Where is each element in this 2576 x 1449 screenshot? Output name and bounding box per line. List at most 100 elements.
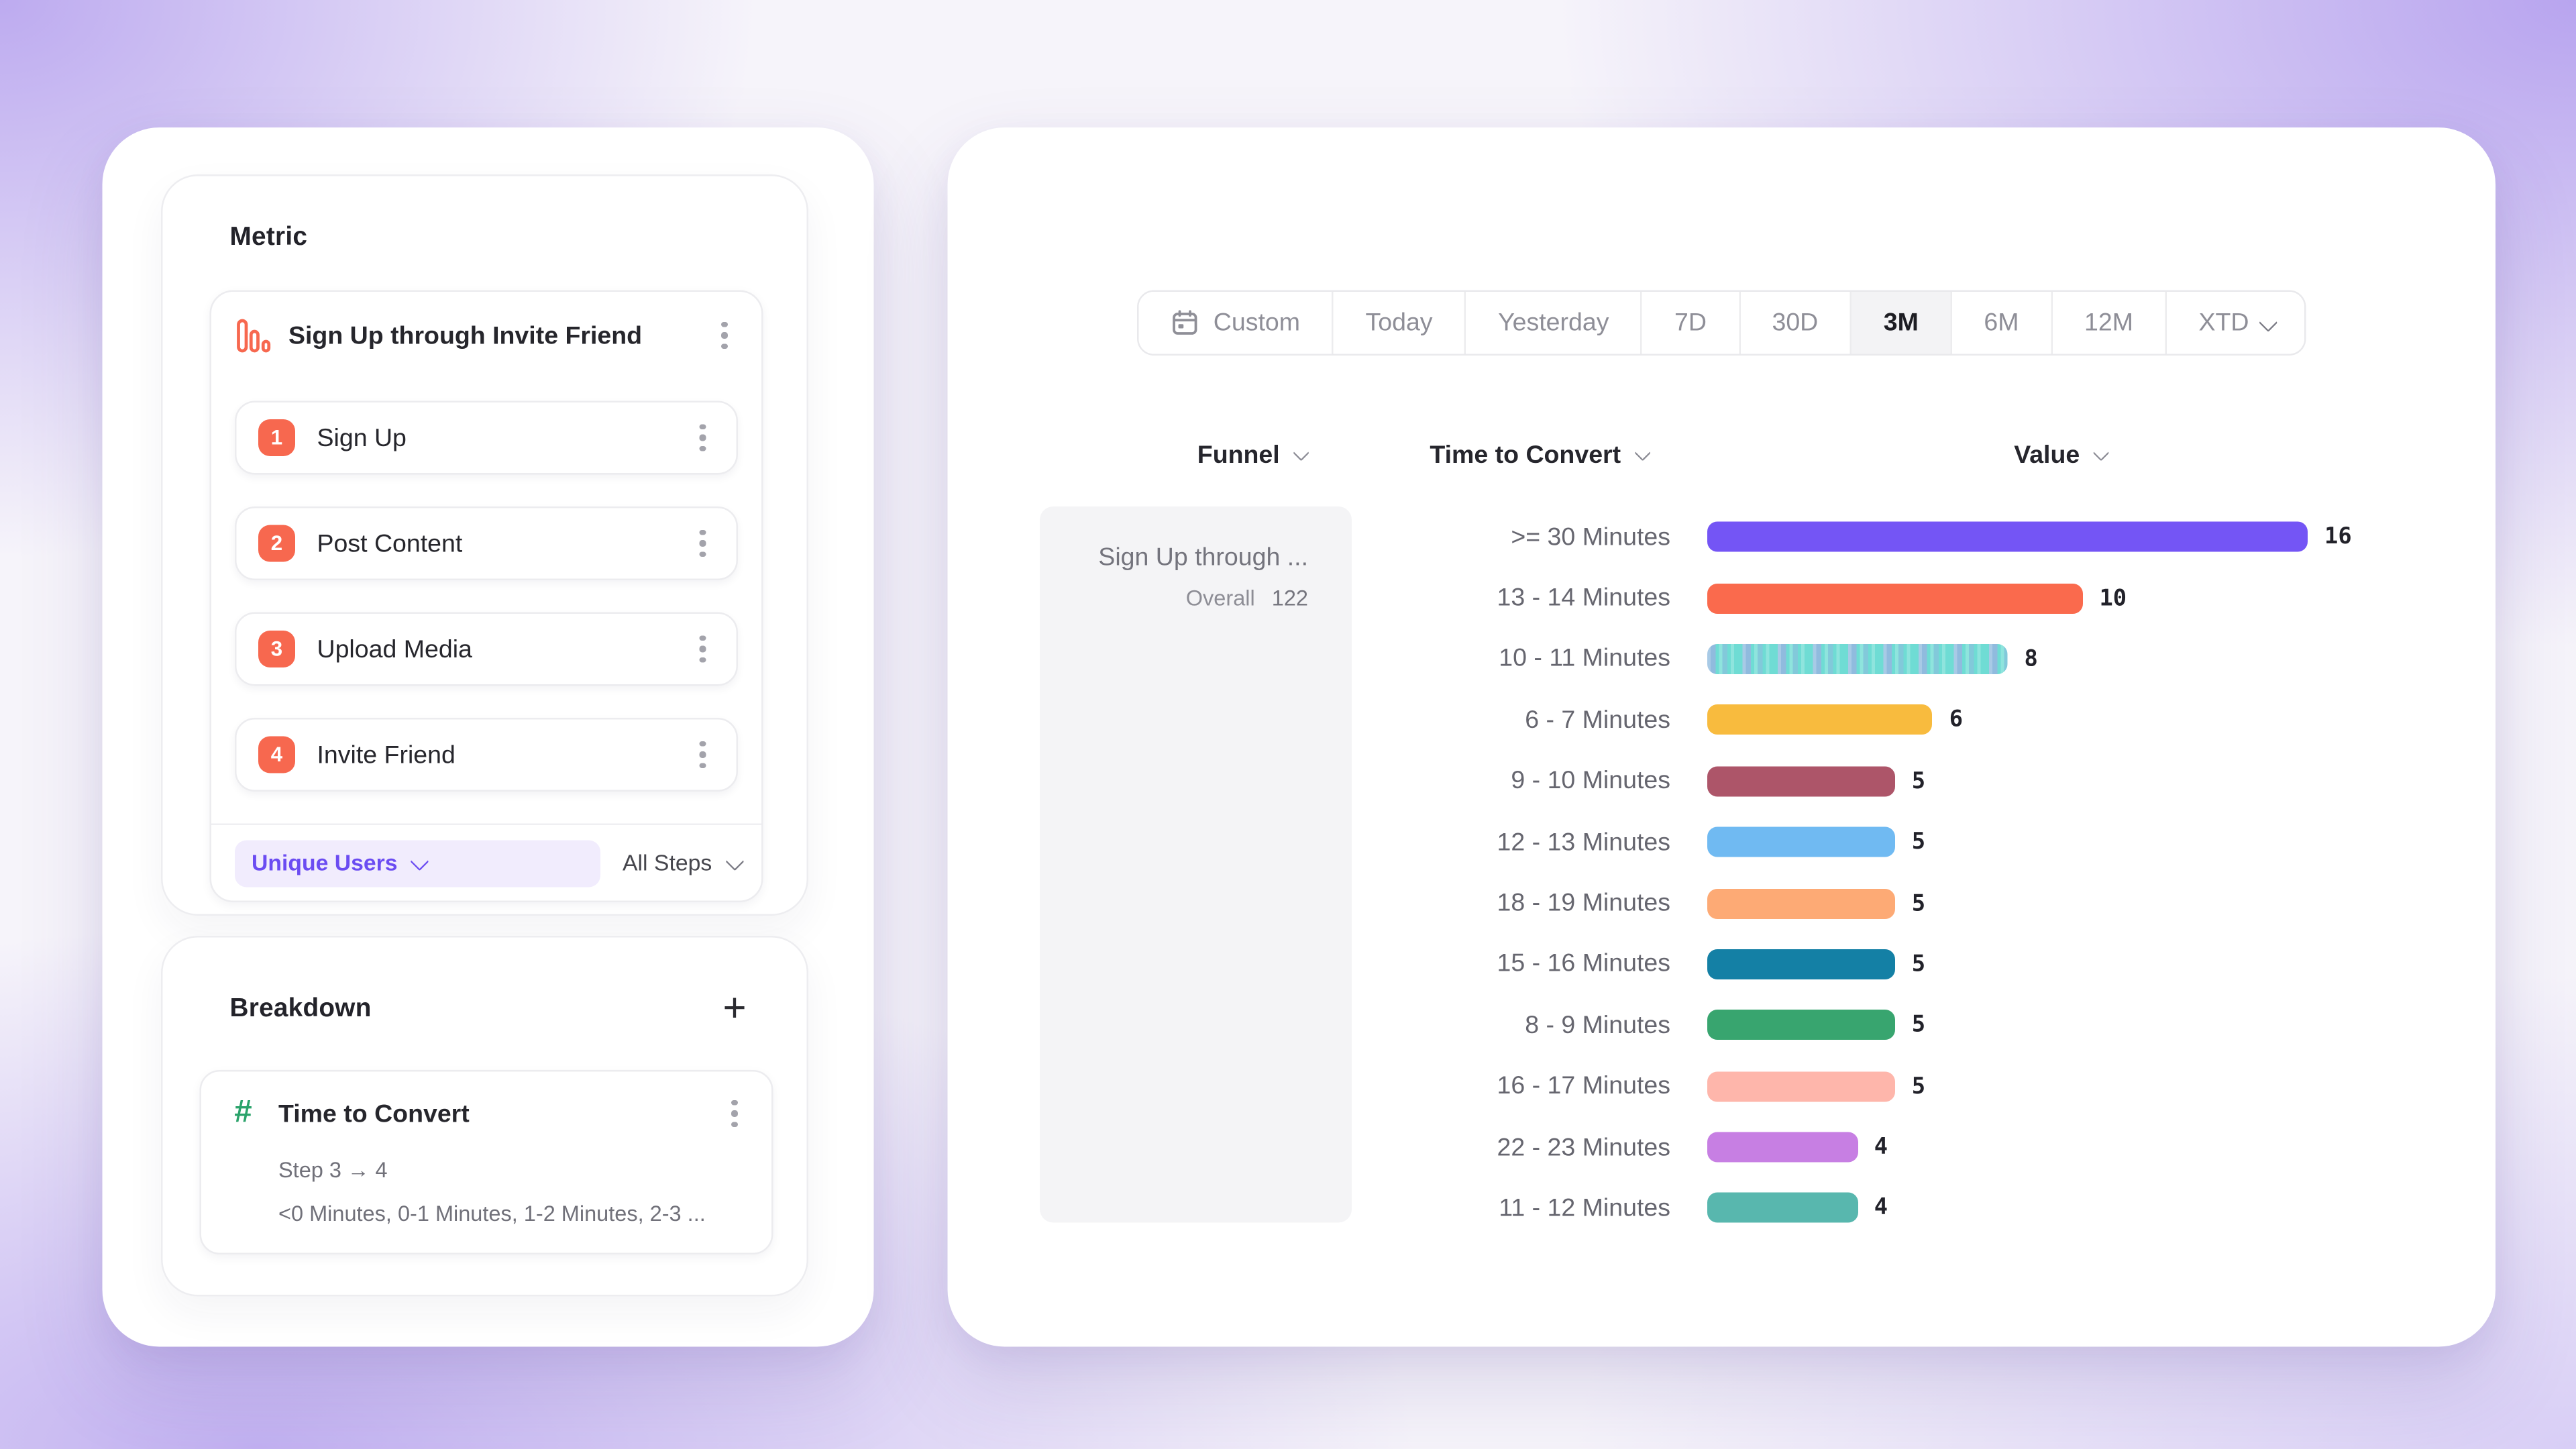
funnel-name: Sign Up through Invite Friend bbox=[288, 321, 643, 350]
value-bar[interactable] bbox=[1707, 949, 1895, 979]
funnel-cell: Sign Up through ... Overall 122 bbox=[1040, 506, 1352, 1223]
measurement-dropdown[interactable]: Unique Users bbox=[235, 839, 600, 887]
column-header-label: Value bbox=[2014, 441, 2080, 470]
kebab-menu-icon[interactable] bbox=[708, 314, 741, 358]
date-range-12m[interactable]: 12M bbox=[2052, 292, 2167, 354]
bar-value-label: 5 bbox=[1911, 767, 1926, 795]
step-row[interactable]: 4 Invite Friend bbox=[235, 718, 738, 792]
kebab-menu-icon[interactable] bbox=[686, 627, 720, 671]
kebab-menu-icon[interactable] bbox=[718, 1092, 751, 1136]
bar-value-label: 5 bbox=[1911, 1073, 1926, 1100]
measurement-label: Unique Users bbox=[252, 850, 398, 876]
date-range-label: 7D bbox=[1674, 309, 1707, 337]
step-row[interactable]: 2 Post Content bbox=[235, 506, 738, 580]
value-bar[interactable] bbox=[1707, 765, 1895, 796]
bar-chart: >= 30 Minutes 16 13 - 14 Minutes 10 10 - 11 … bbox=[1392, 506, 2474, 1239]
bar-category-label: 18 - 19 Minutes bbox=[1497, 889, 1670, 918]
value-bar[interactable] bbox=[1707, 1193, 1858, 1224]
metric-heading: Metric bbox=[229, 223, 308, 252]
table-header-row: Funnel Time to Convert Value bbox=[948, 441, 2496, 478]
value-bar[interactable] bbox=[1707, 643, 2008, 674]
funnel-chart-icon bbox=[237, 318, 272, 354]
date-range-3m[interactable]: 3M bbox=[1851, 292, 1952, 354]
date-range-label: Today bbox=[1365, 309, 1433, 337]
breakdown-step-range: Step 3 → 4 bbox=[278, 1157, 388, 1183]
bar-value-label: 4 bbox=[1874, 1134, 1888, 1161]
date-range-30d[interactable]: 30D bbox=[1739, 292, 1852, 354]
bar-value-label: 5 bbox=[1911, 828, 1926, 856]
bar-value-label: 10 bbox=[2099, 584, 2127, 612]
date-range-7d[interactable]: 7D bbox=[1642, 292, 1740, 354]
column-header-label: Funnel bbox=[1197, 441, 1280, 470]
bar-category-label: 9 - 10 Minutes bbox=[1511, 767, 1670, 796]
step-number-badge: 1 bbox=[258, 419, 295, 456]
table-row: 6 - 7 Minutes 6 bbox=[1392, 690, 2474, 751]
report-panel: Custom Today Yesterday 7D 30D 3M 6M 12M XTD Funn… bbox=[947, 127, 2496, 1347]
step-row[interactable]: 3 Upload Media bbox=[235, 612, 738, 686]
chevron-down-icon bbox=[1293, 444, 1310, 462]
date-range-label: 12M bbox=[2084, 309, 2133, 337]
footer-divider bbox=[211, 823, 761, 825]
chevron-down-icon bbox=[411, 851, 429, 869]
kebab-menu-icon[interactable] bbox=[686, 416, 720, 460]
date-range-custom[interactable]: Custom bbox=[1138, 292, 1334, 354]
calendar-icon bbox=[1170, 309, 1199, 337]
bar-value-label: 5 bbox=[1911, 1012, 1926, 1039]
column-header-funnel[interactable]: Funnel bbox=[1197, 441, 1310, 470]
bar-category-label: 13 - 14 Minutes bbox=[1497, 584, 1670, 612]
step-label: Invite Friend bbox=[317, 740, 455, 769]
table-row: 15 - 16 Minutes 5 bbox=[1392, 934, 2474, 995]
table-row: 13 - 14 Minutes 10 bbox=[1392, 568, 2474, 629]
kebab-menu-icon[interactable] bbox=[686, 733, 720, 777]
table-row: 16 - 17 Minutes 5 bbox=[1392, 1056, 2474, 1117]
bar-value-label: 5 bbox=[1911, 890, 1926, 917]
value-bar[interactable] bbox=[1707, 1010, 1895, 1040]
bar-value-label: 8 bbox=[2024, 645, 2038, 673]
value-bar[interactable] bbox=[1707, 888, 1895, 918]
table-row: 10 - 11 Minutes 8 bbox=[1392, 629, 2474, 690]
date-range-control: Custom Today Yesterday 7D 30D 3M 6M 12M XTD bbox=[1136, 290, 2307, 356]
column-header-label: Time to Convert bbox=[1430, 441, 1621, 470]
value-bar[interactable] bbox=[1707, 1071, 1895, 1102]
column-header-value[interactable]: Value bbox=[2014, 441, 2110, 470]
table-row: 9 - 10 Minutes 5 bbox=[1392, 751, 2474, 812]
date-range-label: 30D bbox=[1772, 309, 1819, 337]
table-row: 12 - 13 Minutes 5 bbox=[1392, 812, 2474, 873]
step-row[interactable]: 1 Sign Up bbox=[235, 400, 738, 475]
breakdown-buckets-preview: <0 Minutes, 0-1 Minutes, 1-2 Minutes, 2-… bbox=[278, 1201, 706, 1226]
add-breakdown-button[interactable]: + bbox=[722, 986, 747, 1032]
column-header-time-to-convert[interactable]: Time to Convert bbox=[1430, 441, 1651, 470]
value-bar[interactable] bbox=[1707, 704, 1933, 735]
date-range-xtd[interactable]: XTD bbox=[2166, 292, 2306, 354]
chevron-down-icon bbox=[1634, 444, 1651, 462]
step-label: Upload Media bbox=[317, 635, 472, 663]
chevron-down-icon bbox=[724, 851, 743, 869]
date-range-6m[interactable]: 6M bbox=[1951, 292, 2053, 354]
bar-value-label: 5 bbox=[1911, 951, 1926, 978]
chevron-down-icon bbox=[2259, 313, 2277, 331]
value-bar[interactable] bbox=[1707, 521, 2308, 552]
step-label: Sign Up bbox=[317, 423, 407, 452]
date-range-label: 3M bbox=[1883, 309, 1919, 337]
step-label: Post Content bbox=[317, 529, 463, 558]
date-range-yesterday[interactable]: Yesterday bbox=[1466, 292, 1643, 354]
bar-value-label: 4 bbox=[1874, 1195, 1888, 1222]
query-builder-panel: Metric Sign Up through Invite Friend 1 Si… bbox=[102, 127, 874, 1347]
funnel-cell-name: Sign Up through ... bbox=[1098, 543, 1308, 572]
bar-category-label: 8 - 9 Minutes bbox=[1525, 1011, 1670, 1040]
funnel-steps-list: 1 Sign Up 2 Post Content 3 Upload Media 4 Invit… bbox=[211, 400, 761, 824]
value-bar[interactable] bbox=[1707, 582, 2083, 613]
metric-section: Metric Sign Up through Invite Friend 1 Si… bbox=[161, 174, 808, 916]
steps-scope-dropdown[interactable]: All Steps bbox=[623, 851, 743, 875]
date-range-today[interactable]: Today bbox=[1333, 292, 1466, 354]
breakdown-property-label: Time to Convert bbox=[278, 1099, 470, 1128]
step-number-badge: 2 bbox=[258, 525, 295, 562]
bar-category-label: 22 - 23 Minutes bbox=[1497, 1132, 1670, 1162]
kebab-menu-icon[interactable] bbox=[686, 522, 720, 566]
table-row: >= 30 Minutes 16 bbox=[1392, 506, 2474, 568]
value-bar[interactable] bbox=[1707, 1132, 1858, 1163]
table-row: 22 - 23 Minutes 4 bbox=[1392, 1117, 2474, 1178]
value-bar[interactable] bbox=[1707, 826, 1895, 857]
chevron-down-icon bbox=[2093, 444, 2110, 462]
